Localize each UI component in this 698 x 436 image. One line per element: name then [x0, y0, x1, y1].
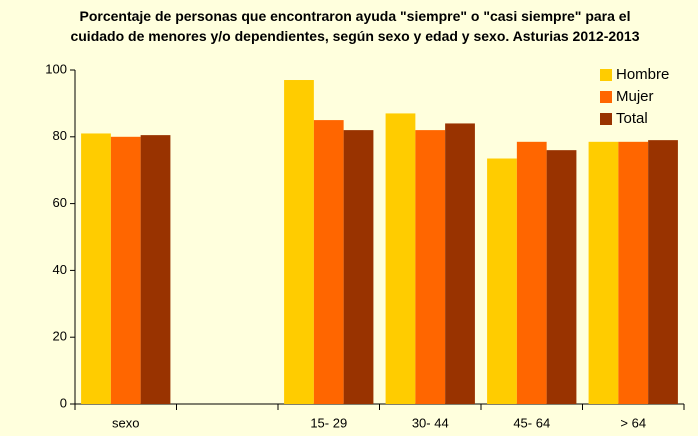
- bar: [487, 158, 517, 404]
- bar: [516, 141, 547, 404]
- legend-swatch: [600, 69, 612, 81]
- bar: [588, 141, 619, 404]
- bar: [415, 130, 446, 404]
- chart-title: Porcentaje de personas que encontraron a…: [70, 8, 640, 44]
- bar: [284, 80, 314, 405]
- y-tick-label: 60: [53, 195, 67, 210]
- bar: [140, 135, 171, 404]
- bar: [81, 133, 111, 404]
- bar: [110, 136, 141, 405]
- bar: [385, 113, 416, 405]
- x-tick-label: 30- 44: [412, 415, 449, 430]
- bar: [343, 130, 374, 404]
- bar: [445, 123, 475, 404]
- y-tick-label: 0: [60, 395, 67, 410]
- y-tick-label: 100: [45, 61, 67, 76]
- legend-label: Total: [616, 110, 648, 127]
- x-tick-label: > 64: [620, 415, 646, 430]
- legend-swatch: [600, 91, 612, 103]
- x-tick-label: 45- 64: [513, 415, 550, 430]
- y-tick-label: 40: [53, 262, 67, 277]
- legend-swatch: [600, 113, 612, 125]
- x-tick-label: 15- 29: [310, 415, 347, 430]
- x-tick-label: sexo: [112, 415, 139, 430]
- y-tick-label: 80: [53, 128, 67, 143]
- bar: [313, 120, 344, 404]
- legend-label: Mujer: [616, 88, 654, 105]
- bar: [648, 140, 678, 404]
- bar: [618, 141, 649, 404]
- bar: [546, 150, 577, 404]
- legend-label: Hombre: [616, 66, 669, 83]
- y-tick-label: 20: [53, 329, 67, 344]
